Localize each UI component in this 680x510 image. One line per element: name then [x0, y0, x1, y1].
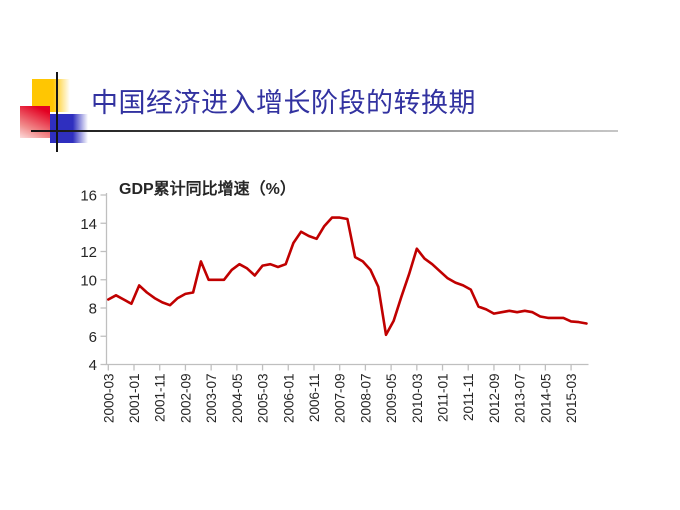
y-tick-label: 4 [89, 357, 97, 374]
slide-title: 中国经济进入增长阶段的转换期 [91, 88, 476, 118]
decoration-red-square [20, 106, 50, 138]
x-tick-label: 2006-01 [281, 374, 296, 424]
y-tick-label: 16 [80, 188, 97, 205]
x-tick-label: 2001-11 [153, 374, 168, 423]
y-tick-label: 10 [80, 272, 97, 289]
x-tick-label: 2008-07 [358, 374, 373, 424]
y-tick-label: 14 [80, 216, 97, 233]
x-tick-label: 2009-05 [384, 374, 399, 424]
y-tick-label: 6 [89, 329, 97, 346]
title-underline-rule [31, 130, 618, 132]
x-tick-label: 2011-11 [461, 374, 476, 422]
decoration-cross-line [56, 72, 58, 152]
x-tick-label: 2011-01 [436, 374, 451, 423]
x-tick-label: 2013-07 [513, 374, 528, 424]
x-tick-label: 2007-09 [333, 374, 348, 424]
x-tick-label: 2005-03 [256, 374, 271, 424]
y-tick-label: 12 [80, 244, 97, 261]
x-tick-label: 2006-11 [307, 374, 322, 423]
x-tick-label: 2002-09 [178, 374, 193, 424]
x-tick-label: 2003-07 [204, 374, 219, 424]
x-tick-label: 2000-03 [101, 374, 116, 424]
x-tick-label: 2012-09 [487, 374, 502, 424]
x-tick-label: 2015-03 [564, 374, 579, 424]
y-tick-label: 8 [89, 301, 97, 318]
x-tick-label: 2010-03 [410, 374, 425, 424]
x-tick-label: 2004-05 [230, 374, 245, 424]
x-tick-label: 2014-05 [538, 374, 553, 424]
gdp-series-line [107, 216, 588, 337]
x-tick-label: 2001-01 [127, 374, 142, 424]
chart-title: GDP累计同比增速（%） [119, 179, 296, 198]
